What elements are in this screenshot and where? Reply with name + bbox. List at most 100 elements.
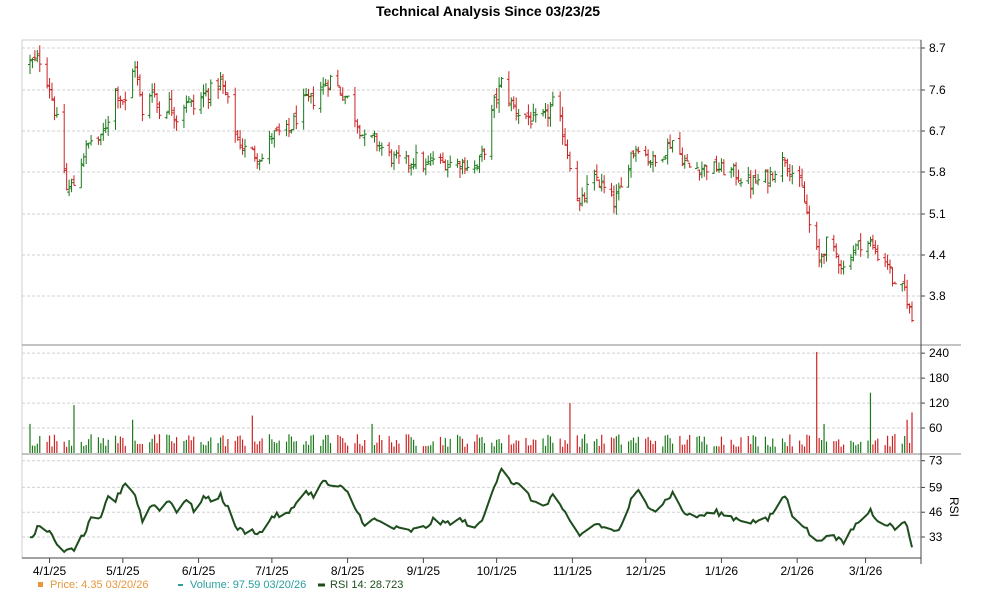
ohlc-bar — [682, 154, 687, 169]
ohlc-bar — [541, 108, 546, 117]
ohlc-bar — [702, 164, 707, 177]
ohlc-bar — [79, 158, 84, 189]
ohlc-bar — [291, 113, 296, 131]
ohlc-bar — [396, 145, 401, 164]
ohlc-bar — [409, 163, 414, 176]
ohlc-bar — [86, 142, 91, 149]
ohlc-bar — [174, 115, 179, 131]
price-panel — [28, 45, 914, 323]
ohlc-bar — [423, 158, 428, 176]
ohlc-bar — [910, 301, 914, 323]
ohlc-bar — [379, 142, 384, 156]
ohlc-bar — [98, 133, 103, 146]
price-tick-label: 8.7 — [929, 41, 946, 55]
rsi-tick-label: 59 — [929, 480, 943, 494]
ohlc-bar — [233, 87, 238, 143]
ohlc-bar — [670, 140, 675, 153]
price-tick-label: 3.8 — [929, 289, 946, 303]
ohlc-bar — [321, 77, 326, 95]
ohlc-bar — [360, 134, 365, 137]
ohlc-bar — [431, 151, 436, 165]
ohlc-bar — [729, 167, 734, 178]
ohlc-bar — [45, 57, 50, 89]
ohlc-bar — [311, 86, 316, 110]
x-tick-label: 11/1/25 — [553, 564, 592, 578]
ohlc-bar — [106, 115, 111, 136]
ohlc-bar — [458, 160, 463, 179]
ohlc-bar — [172, 106, 177, 129]
ohlc-bar — [599, 173, 604, 192]
ohlc-bar — [35, 50, 40, 63]
x-tick-label: 12/1/25 — [626, 564, 666, 578]
volume-tick-label: 180 — [929, 371, 949, 385]
ohlc-bar — [868, 236, 873, 247]
ohlc-bar — [123, 91, 128, 111]
ohlc-bar — [377, 141, 382, 152]
ohlc-bar — [460, 158, 465, 175]
ohlc-bar — [328, 74, 333, 91]
ohlc-bar — [67, 179, 72, 197]
ohlc-bar — [643, 145, 648, 157]
ohlc-bar — [306, 88, 311, 102]
ohlc-bar — [167, 92, 172, 115]
ohlc-bar — [651, 151, 656, 172]
rsi-line — [29, 466, 913, 554]
ohlc-bar — [257, 159, 262, 171]
ohlc-bar — [184, 95, 189, 113]
ohlc-bar — [455, 158, 460, 168]
ohlc-bar — [851, 245, 856, 262]
ohlc-bar — [550, 91, 555, 107]
ohlc-bar — [462, 157, 467, 174]
ohlc-bar — [704, 165, 709, 181]
ohlc-bar — [804, 194, 809, 215]
ohlc-bar — [118, 95, 123, 109]
ohlc-bar — [870, 234, 875, 250]
ohlc-bar — [323, 79, 328, 87]
ohlc-bar — [208, 79, 213, 107]
ohlc-bar — [308, 92, 313, 104]
ohlc-bar — [609, 182, 614, 197]
ohlc-bar — [687, 162, 692, 168]
ohlc-bar — [648, 159, 653, 168]
volume-panel — [29, 351, 913, 453]
ohlc-bar — [836, 254, 841, 274]
ohlc-bar — [768, 166, 773, 188]
ohlc-bar — [71, 175, 76, 186]
ohlc-bar — [479, 145, 484, 162]
ohlc-bar — [531, 103, 536, 122]
ohlc-bar — [260, 153, 265, 162]
ohlc-bar — [594, 164, 599, 182]
ohlc-bar — [49, 82, 54, 101]
ohlc-bar — [763, 169, 768, 183]
ohlc-bar — [482, 148, 487, 160]
legend-item: RSI 14: 28.723 — [318, 579, 403, 591]
ohlc-bar — [629, 152, 634, 178]
ohlc-bar — [32, 50, 37, 62]
ohlc-bar — [277, 123, 282, 136]
ohlc-bar — [372, 130, 377, 143]
ohlc-bar — [274, 126, 279, 132]
ohlc-bar — [834, 243, 839, 259]
rsi-axis-label: RSI — [947, 497, 961, 517]
ohlc-bar — [37, 45, 42, 73]
ohlc-bar — [545, 104, 550, 127]
ohlc-bar — [543, 103, 548, 119]
ohlc-bar — [69, 178, 74, 193]
price-tick-label: 4.4 — [929, 248, 946, 262]
x-tick-label: 3/1/26 — [849, 564, 883, 578]
ohlc-bar — [685, 153, 690, 162]
ohlc-bar — [62, 104, 67, 174]
ohlc-bar — [585, 175, 590, 204]
ohlc-bar — [304, 87, 309, 97]
ohlc-bar — [164, 111, 169, 119]
rsi-tick-label: 33 — [929, 530, 943, 544]
ohlc-bar — [133, 61, 138, 78]
price-tick-label: 5.1 — [929, 207, 946, 221]
ohlc-bar — [189, 99, 194, 108]
ohlc-bar — [115, 86, 120, 109]
ohlc-bar — [575, 160, 580, 202]
ohlc-bar — [697, 169, 702, 181]
ohlc-bar — [362, 129, 367, 147]
volume-tick-label: 120 — [929, 396, 949, 410]
ohlc-bar — [785, 158, 790, 177]
